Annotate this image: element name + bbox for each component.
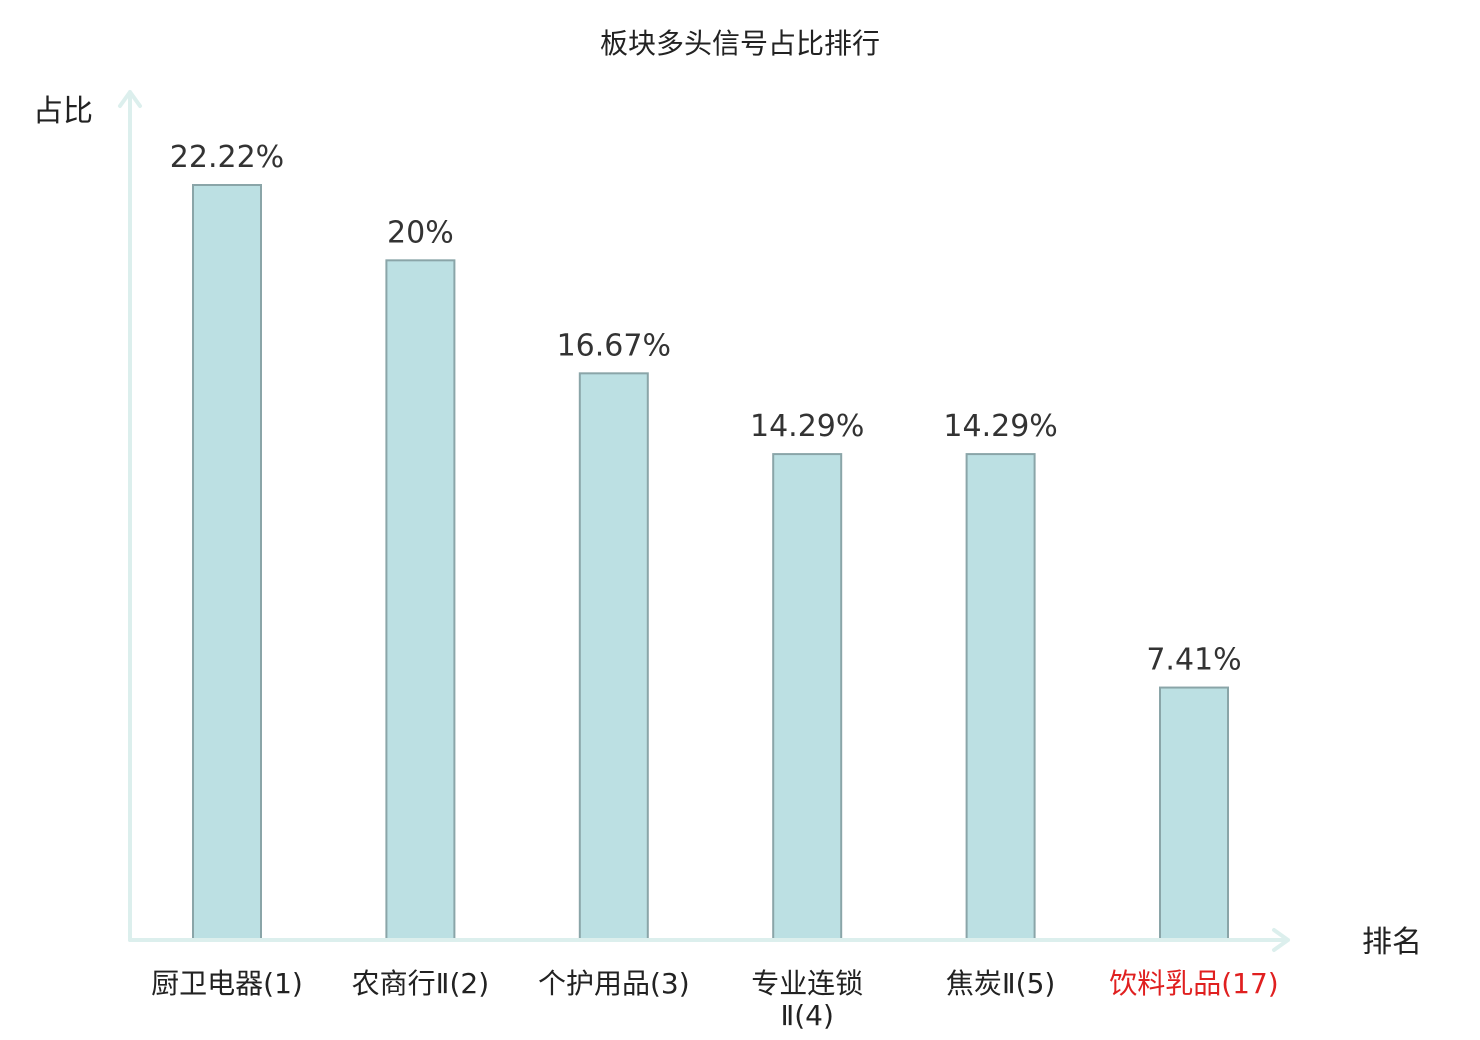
chart-title: 板块多头信号占比排行 [600, 27, 880, 60]
x-tick-label: 个护用品(3) [538, 967, 690, 1000]
x-tick-label-line: 专业连锁 [751, 967, 863, 1000]
bar [772, 453, 843, 940]
bar [578, 372, 649, 940]
bar-value-label: 20% [387, 215, 454, 250]
x-tick-label-line: 农商行Ⅱ(2) [352, 967, 489, 1000]
bars-group: 22.22% 厨卫电器(1) 20% 农商行Ⅱ(2) 16.67% 个护用品(3) 14.2… [151, 140, 1279, 1032]
x-tick-label: 农商行Ⅱ(2) [352, 967, 489, 1000]
bar-value-label: 7.41% [1146, 643, 1241, 678]
bar-value-label: 16.67% [557, 328, 671, 363]
bar [965, 453, 1036, 940]
bar [385, 259, 456, 940]
x-tick-label-line: 焦炭Ⅱ(5) [946, 967, 1055, 1000]
bar [1159, 686, 1229, 940]
x-tick-label-line: 饮料乳品(17) [1109, 967, 1278, 1000]
bar-value-label: 14.29% [943, 409, 1057, 444]
x-axis-line [128, 928, 1290, 952]
x-tick-label-line: Ⅱ(4) [780, 999, 833, 1032]
x-tick-label: 厨卫电器(1) [151, 967, 303, 1000]
bar-value-label: 14.29% [750, 409, 864, 444]
y-axis-title: 占比 [33, 94, 93, 129]
bar-value-label: 22.22% [170, 140, 284, 175]
y-axis-line [118, 90, 142, 942]
x-tick-label: 专业连锁 Ⅱ(4) [751, 967, 863, 1032]
x-tick-label-line: 个护用品(3) [538, 967, 690, 1000]
x-tick-label-line: 厨卫电器(1) [151, 967, 303, 1000]
x-tick-label: 饮料乳品(17) [1109, 967, 1278, 1000]
bar [192, 184, 262, 940]
x-tick-label: 焦炭Ⅱ(5) [946, 967, 1055, 1000]
x-axis-title: 排名 [1362, 925, 1422, 960]
